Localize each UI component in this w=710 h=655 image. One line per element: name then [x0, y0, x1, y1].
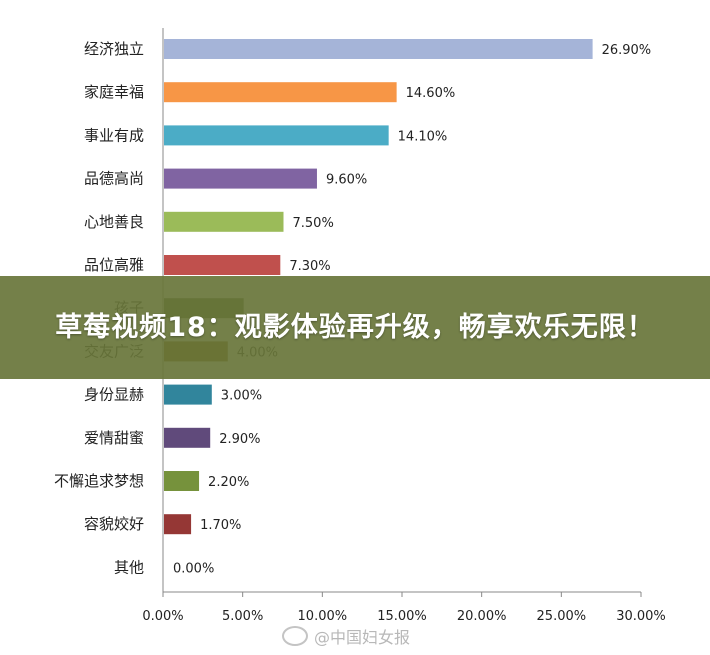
category-label: 家庭幸福 [84, 83, 144, 101]
data-label: 7.30% [289, 259, 330, 274]
data-label: 7.50% [293, 216, 334, 231]
x-tick-label: 25.00% [537, 609, 587, 624]
data-label: 9.60% [326, 173, 367, 188]
data-label: 3.00% [221, 389, 262, 404]
x-tick-label: 10.00% [298, 609, 348, 624]
category-label: 其他 [114, 558, 144, 576]
promo-banner[interactable]: 草莓视频18：观影体验再升级，畅享欢乐无限！ [0, 276, 710, 379]
bar [164, 427, 211, 448]
category-label: 事业有成 [84, 126, 144, 144]
category-label: 身份显赫 [84, 386, 144, 404]
data-label: 2.20% [208, 475, 249, 490]
bar [164, 471, 200, 491]
x-tick-label: 30.00% [616, 609, 666, 624]
category-label: 经济独立 [84, 40, 144, 58]
x-axis: 0.00% 5.00% 10.00% 15.00% 20.00% 25.00% 30.00% [142, 591, 666, 624]
category-label: 爱情甜蜜 [84, 429, 144, 447]
x-tick-label: 5.00% [222, 609, 263, 624]
watermark-text: @中国妇女报 [314, 628, 411, 647]
x-tick-label: 20.00% [457, 609, 507, 624]
data-label: 1.70% [200, 518, 241, 533]
x-tick-label: 15.00% [377, 609, 427, 624]
bar [164, 39, 593, 59]
category-label: 品德高尚 [84, 170, 144, 188]
category-label: 容貌姣好 [84, 515, 144, 533]
promo-banner-text: 草莓视频18：观影体验再升级，畅享欢乐无限！ [55, 311, 655, 343]
bar [164, 168, 317, 189]
category-label: 品位高雅 [84, 256, 144, 274]
x-tick-label: 0.00% [142, 609, 183, 624]
bar [164, 125, 389, 146]
bar [164, 514, 192, 535]
bar [164, 255, 281, 275]
weibo-icon [282, 626, 308, 646]
watermark: @中国妇女报 [282, 624, 410, 648]
category-label: 心地善良 [84, 213, 144, 231]
value-labels: 26.90%14.60%14.10%9.60%7.50%7.30%4.00%3.… [173, 43, 651, 576]
data-label: 14.60% [406, 86, 456, 101]
data-label: 14.10% [398, 129, 448, 144]
data-label: 0.00% [173, 561, 214, 576]
data-label: 26.90% [602, 43, 652, 58]
category-label: 不懈追求梦想 [54, 472, 144, 490]
bar [164, 82, 397, 103]
bar [164, 211, 284, 232]
bar [164, 384, 212, 405]
data-label: 2.90% [219, 432, 260, 447]
